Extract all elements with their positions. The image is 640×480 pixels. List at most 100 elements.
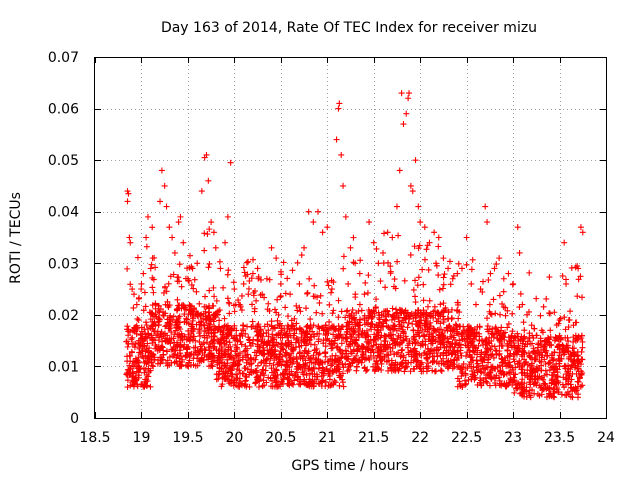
data-point xyxy=(143,382,150,389)
data-point xyxy=(423,350,430,357)
data-point xyxy=(314,208,321,215)
data-point xyxy=(325,358,332,365)
data-point xyxy=(536,358,543,365)
data-point xyxy=(471,376,478,383)
data-point xyxy=(149,224,156,231)
data-point xyxy=(477,368,484,375)
data-point xyxy=(297,308,304,315)
data-point xyxy=(450,349,457,356)
data-point xyxy=(428,346,435,353)
data-point xyxy=(403,110,410,117)
data-point xyxy=(385,311,392,318)
data-point xyxy=(411,345,418,352)
data-point xyxy=(155,307,162,314)
data-point xyxy=(496,343,503,350)
data-point xyxy=(169,234,176,241)
data-point xyxy=(380,312,387,319)
data-point xyxy=(159,344,166,351)
data-point xyxy=(286,364,293,371)
data-point xyxy=(546,342,553,349)
data-point xyxy=(436,286,443,293)
data-point xyxy=(265,355,272,362)
data-point xyxy=(435,243,442,250)
data-point xyxy=(416,242,423,249)
data-point xyxy=(497,327,504,334)
data-point xyxy=(271,306,278,313)
data-point xyxy=(440,300,447,307)
data-point xyxy=(182,362,189,369)
data-point xyxy=(497,311,504,318)
data-point xyxy=(364,289,371,296)
data-point xyxy=(394,309,401,316)
data-point xyxy=(384,344,391,351)
data-point xyxy=(395,332,402,339)
data-point xyxy=(161,182,168,189)
data-point xyxy=(167,318,174,325)
data-point xyxy=(555,320,562,327)
data-point xyxy=(255,332,262,339)
data-point xyxy=(440,255,447,262)
data-point xyxy=(407,368,414,375)
data-point xyxy=(429,336,436,343)
data-point xyxy=(187,351,194,358)
data-point xyxy=(210,284,217,291)
data-point xyxy=(157,198,164,205)
data-point xyxy=(290,332,297,339)
x-tick-label: 20.5 xyxy=(265,430,296,446)
data-point xyxy=(356,316,363,323)
data-point xyxy=(385,357,392,364)
data-point xyxy=(409,348,416,355)
data-point xyxy=(492,324,499,331)
data-point xyxy=(226,353,233,360)
data-point xyxy=(448,306,455,313)
data-point xyxy=(335,322,342,329)
data-point xyxy=(395,349,402,356)
data-point xyxy=(221,352,228,359)
data-point xyxy=(124,343,131,350)
data-point xyxy=(311,333,318,340)
data-point xyxy=(352,291,359,298)
data-point xyxy=(263,275,270,282)
data-point xyxy=(266,307,273,314)
data-point xyxy=(440,281,447,288)
data-point xyxy=(201,332,208,339)
data-point xyxy=(206,340,213,347)
data-point xyxy=(342,314,349,321)
data-point xyxy=(498,380,505,387)
data-point xyxy=(301,244,308,251)
data-point xyxy=(531,356,538,363)
data-point xyxy=(144,213,151,220)
data-point xyxy=(166,354,173,361)
data-point xyxy=(435,234,442,241)
data-point xyxy=(142,303,149,310)
data-point xyxy=(412,277,419,284)
data-point xyxy=(536,351,543,358)
data-point xyxy=(438,368,445,375)
data-point xyxy=(139,347,146,354)
data-point xyxy=(509,281,516,288)
data-point xyxy=(154,328,161,335)
data-point xyxy=(233,382,240,389)
data-point xyxy=(225,331,232,338)
data-point xyxy=(478,351,485,358)
data-point xyxy=(147,350,154,357)
data-point xyxy=(424,303,431,310)
data-point xyxy=(541,356,548,363)
data-point xyxy=(245,285,252,292)
data-point xyxy=(381,230,388,237)
data-point xyxy=(517,390,524,397)
data-point xyxy=(373,334,380,341)
data-point xyxy=(491,330,498,337)
data-point xyxy=(564,368,571,375)
data-point xyxy=(538,367,545,374)
data-point xyxy=(480,341,487,348)
data-point xyxy=(463,261,470,268)
data-point xyxy=(176,313,183,320)
data-point xyxy=(296,325,303,332)
data-points xyxy=(123,90,586,401)
data-point xyxy=(206,304,213,311)
data-point xyxy=(251,349,258,356)
data-point xyxy=(286,382,293,389)
data-point xyxy=(507,363,514,370)
